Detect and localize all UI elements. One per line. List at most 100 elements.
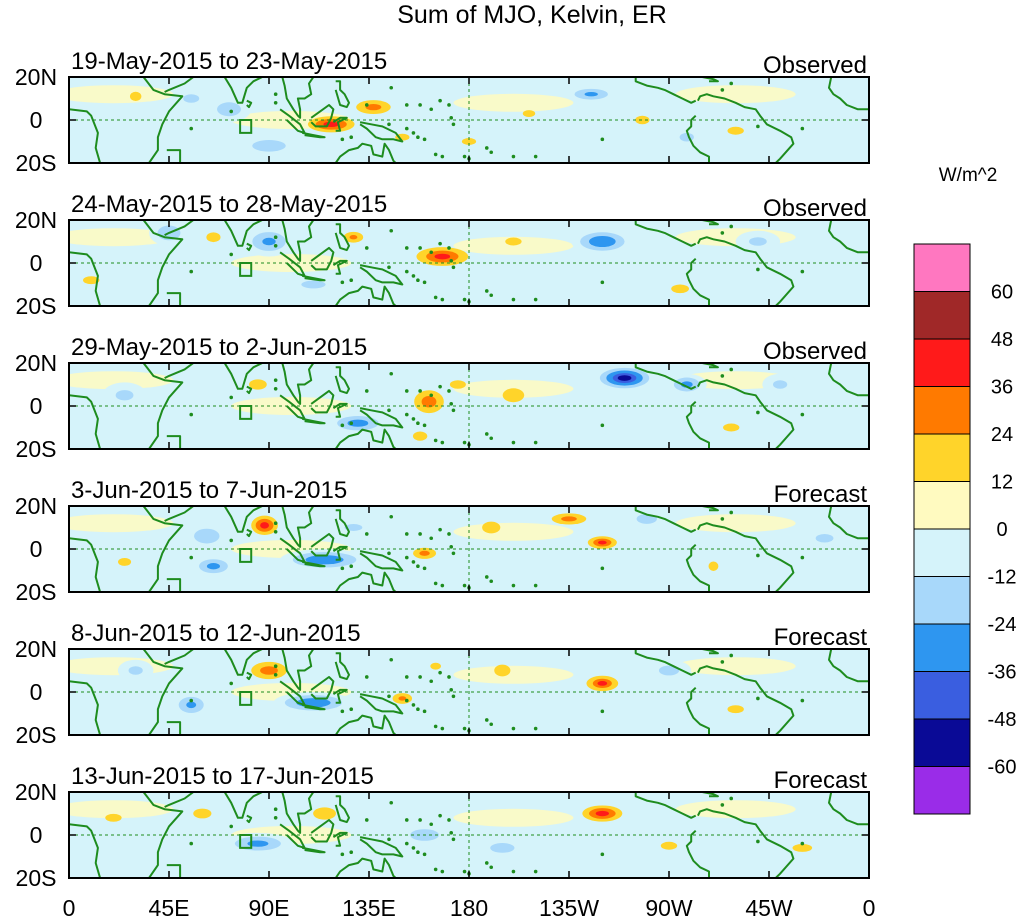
weak-anomaly bbox=[69, 371, 174, 390]
coastline bbox=[281, 649, 315, 691]
region-box bbox=[239, 405, 253, 420]
coastline bbox=[281, 220, 315, 262]
colorbar-label: 0 bbox=[996, 519, 1007, 541]
island bbox=[418, 818, 422, 822]
colorbar-swatch bbox=[913, 766, 971, 815]
coastline bbox=[310, 246, 335, 271]
island bbox=[484, 861, 489, 865]
y-tick-label: 0 bbox=[30, 107, 43, 133]
colorbar-label: 12 bbox=[991, 472, 1013, 494]
colorbar-label: 48 bbox=[991, 329, 1013, 351]
coastline bbox=[685, 400, 710, 449]
island bbox=[411, 274, 416, 278]
y-tick-label: 20N bbox=[15, 493, 57, 519]
anomaly-contour bbox=[301, 280, 326, 289]
island bbox=[533, 440, 538, 445]
coastline bbox=[634, 363, 697, 390]
coastline bbox=[69, 792, 184, 878]
island bbox=[273, 807, 278, 811]
panel-dates: 3-Jun-2015 to 7-Jun-2015 bbox=[71, 477, 347, 504]
island bbox=[389, 657, 394, 662]
island bbox=[462, 154, 467, 159]
anomaly-contour bbox=[658, 665, 680, 676]
island bbox=[340, 852, 345, 857]
island bbox=[429, 679, 434, 684]
island bbox=[451, 694, 456, 699]
island bbox=[729, 510, 734, 515]
island bbox=[756, 553, 760, 558]
coastline bbox=[697, 808, 795, 878]
region-box bbox=[239, 834, 253, 849]
region-box bbox=[239, 691, 253, 706]
coastline bbox=[697, 665, 795, 735]
island bbox=[349, 850, 354, 854]
island bbox=[411, 131, 416, 135]
anomaly-contour bbox=[502, 388, 525, 403]
island bbox=[273, 530, 278, 534]
panel: 20N 0 20S 19-May-2015 to 23-May-2015 Observe… bbox=[15, 48, 870, 176]
coastline bbox=[302, 274, 326, 282]
y-tick-label: 20S bbox=[16, 293, 57, 319]
coastline bbox=[164, 649, 194, 665]
coastline bbox=[246, 99, 253, 109]
island bbox=[411, 703, 416, 707]
island bbox=[273, 244, 278, 248]
island bbox=[462, 869, 467, 874]
island bbox=[229, 109, 234, 114]
anomaly-contour bbox=[597, 540, 607, 545]
coastline bbox=[302, 131, 326, 139]
anomaly-contour bbox=[421, 395, 437, 408]
region-box bbox=[239, 548, 253, 563]
anomaly-contour bbox=[206, 232, 221, 243]
coastline bbox=[685, 257, 710, 306]
coastline bbox=[166, 435, 182, 449]
anomaly-contour bbox=[597, 681, 608, 686]
island bbox=[438, 241, 442, 246]
coastline bbox=[334, 366, 350, 395]
island bbox=[429, 393, 434, 398]
coastline bbox=[828, 506, 869, 540]
coastline bbox=[685, 686, 710, 735]
y-tick-label: 20N bbox=[15, 350, 57, 376]
coastline bbox=[211, 77, 263, 104]
coastline bbox=[828, 220, 869, 254]
colorbar-swatch bbox=[913, 576, 971, 625]
panel-type: Forecast bbox=[774, 624, 868, 651]
y-tick-label: 0 bbox=[30, 679, 43, 705]
island bbox=[411, 846, 416, 850]
island bbox=[511, 297, 516, 302]
coastline bbox=[702, 77, 719, 83]
island bbox=[364, 675, 369, 679]
panel: 20N 0 20S 8-Jun-2015 to 12-Jun-2015 Forecast bbox=[15, 620, 870, 748]
panel-type: Forecast bbox=[774, 481, 868, 508]
y-tick-label: 20N bbox=[15, 636, 57, 662]
coastline bbox=[211, 649, 263, 676]
island bbox=[364, 103, 369, 107]
island bbox=[800, 555, 805, 560]
anomaly-contour bbox=[561, 516, 577, 522]
island bbox=[600, 423, 605, 428]
colorbar-label: 36 bbox=[991, 377, 1013, 399]
x-tick-label: 45E bbox=[149, 895, 190, 921]
anomaly-contour bbox=[252, 140, 286, 152]
island bbox=[600, 709, 605, 714]
island bbox=[404, 698, 409, 703]
island bbox=[429, 107, 434, 112]
colorbar-units: W/m^2 bbox=[939, 165, 998, 186]
island bbox=[416, 135, 420, 139]
colorbar-swatch bbox=[913, 623, 971, 672]
island bbox=[438, 98, 442, 103]
island bbox=[533, 154, 538, 159]
island bbox=[389, 514, 394, 519]
anomaly-contour bbox=[635, 115, 650, 125]
colorbar-swatch bbox=[913, 386, 971, 435]
colorbar-swatch bbox=[913, 481, 971, 530]
island bbox=[440, 440, 445, 445]
island bbox=[418, 246, 422, 250]
coastline bbox=[281, 792, 315, 834]
anomaly-contour bbox=[344, 524, 363, 531]
coastline bbox=[334, 509, 350, 538]
anomaly-contour bbox=[105, 813, 122, 822]
island bbox=[489, 865, 494, 870]
x-tick-label: 90W bbox=[645, 895, 693, 921]
